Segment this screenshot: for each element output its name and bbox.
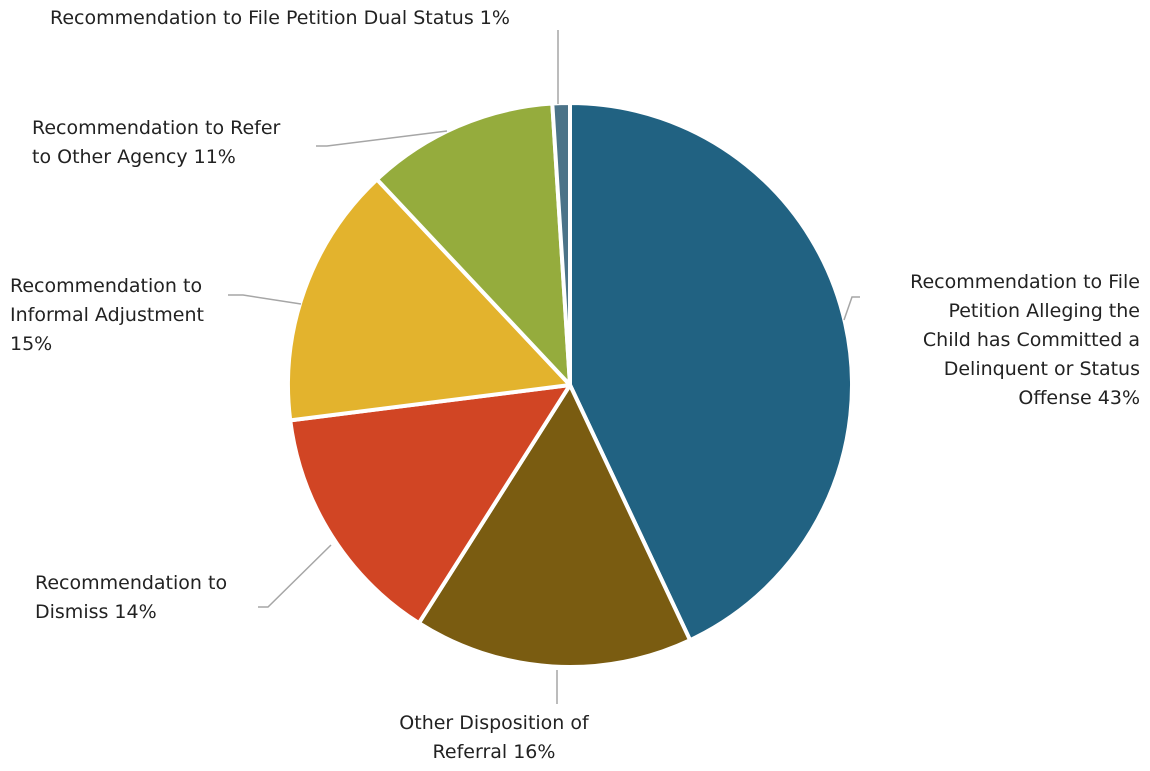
leader-line-file-petition-delinquent [844,297,860,320]
leader-line-dismiss [258,545,331,607]
leader-line-informal-adjustment [228,295,301,304]
slice-label-refer-other-agency: Recommendation to Refer to Other Agency … [32,114,280,172]
slice-label-informal-adjustment: Recommendation to Informal Adjustment 15… [10,272,204,359]
slice-label-dismiss: Recommendation to Dismiss 14% [35,569,227,627]
slice-label-other-disposition: Other Disposition of Referral 16% [372,709,616,767]
slice-label-file-petition-delinquent: Recommendation to File Petition Alleging… [910,268,1140,413]
slice-label-dual-status: Recommendation to File Petition Dual Sta… [50,4,510,33]
